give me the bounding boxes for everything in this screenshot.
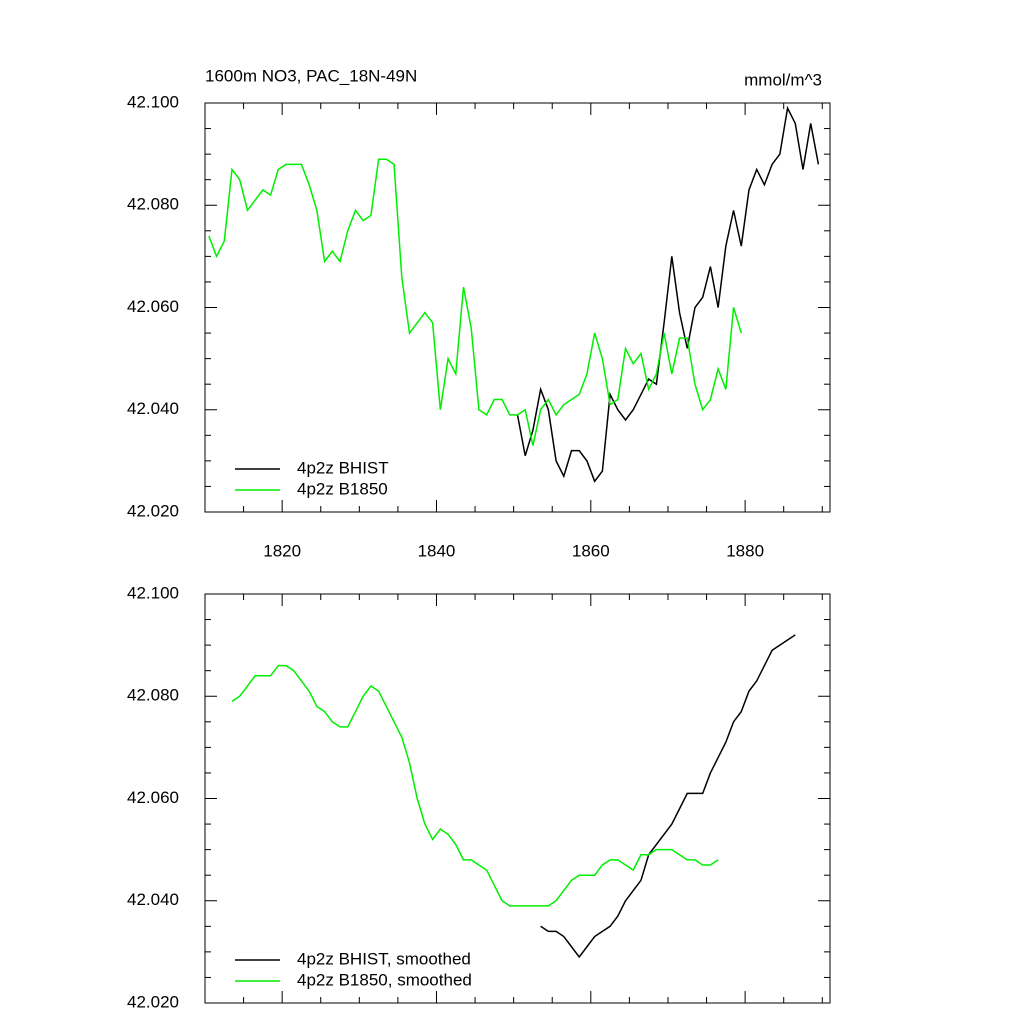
units-label: mmol/m^3 bbox=[744, 70, 822, 89]
series-line bbox=[540, 634, 796, 959]
series-line bbox=[208, 158, 742, 446]
x-tick-label: 1820 bbox=[263, 541, 301, 560]
x-tick-label: 1860 bbox=[572, 541, 610, 560]
y-tick-label: 42.080 bbox=[127, 686, 179, 705]
legend-label: 4p2z BHIST, smoothed bbox=[297, 949, 471, 968]
x-tick-label: 1880 bbox=[726, 541, 764, 560]
legend-label: 4p2z B1850, smoothed bbox=[297, 970, 472, 989]
y-tick-label: 42.080 bbox=[127, 195, 179, 214]
y-tick-label: 42.020 bbox=[127, 501, 179, 520]
y-tick-label: 42.100 bbox=[127, 583, 179, 602]
plot-frame bbox=[204, 593, 831, 1004]
series-line bbox=[231, 664, 719, 907]
x-tick-label: 1840 bbox=[418, 541, 456, 560]
y-tick-label: 42.040 bbox=[127, 399, 179, 418]
legend-label: 4p2z B1850 bbox=[297, 479, 388, 498]
legend-label: 4p2z BHIST bbox=[297, 458, 389, 477]
y-tick-label: 42.100 bbox=[127, 92, 179, 111]
y-tick-label: 42.060 bbox=[127, 788, 179, 807]
chart-title: 1600m NO3, PAC_18N-49N bbox=[205, 66, 417, 85]
y-tick-label: 42.040 bbox=[127, 890, 179, 909]
series-line bbox=[516, 105, 820, 483]
y-tick-label: 42.060 bbox=[127, 297, 179, 316]
y-tick-label: 42.020 bbox=[127, 992, 179, 1011]
